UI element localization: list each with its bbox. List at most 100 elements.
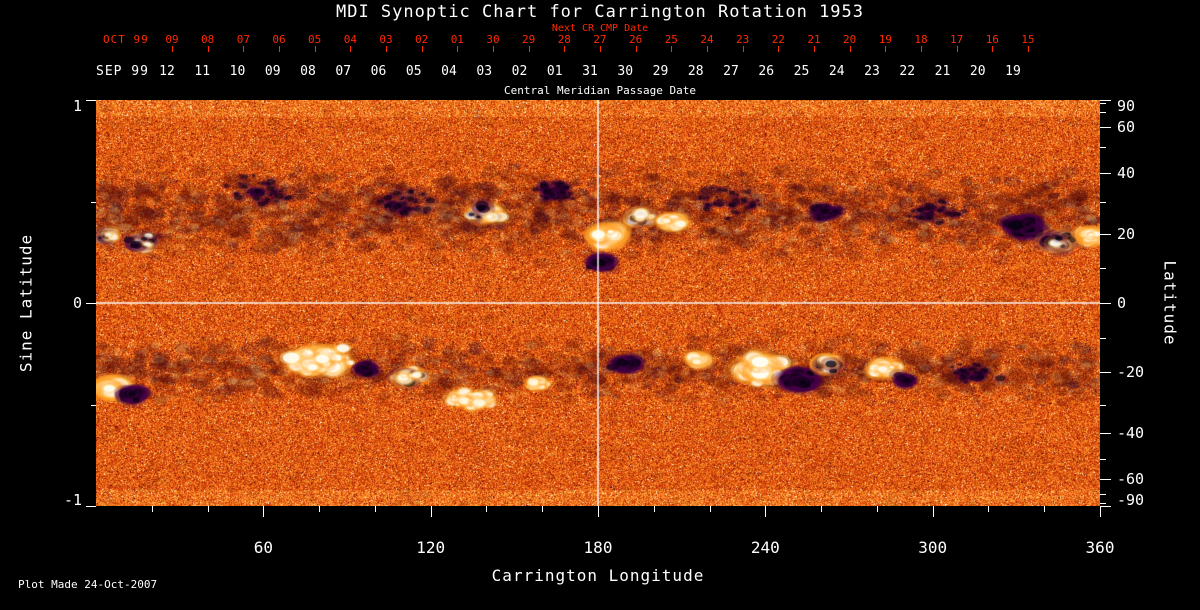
next-cr-day-label: 22 [772, 33, 785, 46]
bottom-axis-tick [486, 506, 487, 512]
bottom-axis-tick [654, 506, 655, 512]
bottom-axis-tick [710, 506, 711, 512]
next-cr-day-tick [493, 46, 494, 52]
next-cr-day-label: 30 [486, 33, 499, 46]
bottom-axis-tick [598, 506, 599, 517]
chart-title: MDI Synoptic Chart for Carrington Rotati… [336, 2, 864, 22]
left-axis-tick [86, 100, 96, 101]
right-axis-tick [1100, 100, 1111, 101]
latitude-tick-label: -60 [1117, 470, 1144, 488]
longitude-tick-label: 360 [1086, 538, 1115, 557]
next-cr-day-tick [778, 46, 779, 52]
next-cr-day-label: 17 [950, 33, 963, 46]
next-cr-day-label: 08 [201, 33, 214, 46]
longitude-tick-label: 120 [416, 538, 445, 557]
next-cr-day-tick [600, 46, 601, 52]
next-cr-day-label: 25 [665, 33, 678, 46]
cmp-day-label: 01 [547, 64, 563, 79]
next-cr-day-tick [279, 46, 280, 52]
next-cr-day-tick [743, 46, 744, 52]
next-cr-day-label: 20 [843, 33, 856, 46]
next-cr-day-tick [957, 46, 958, 52]
next-cr-day-tick [172, 46, 173, 52]
left-axis-tick [86, 303, 96, 304]
sine-latitude-tick-label: -1 [54, 491, 82, 509]
next-cr-day-label: 28 [558, 33, 571, 46]
right-axis-tick [1100, 494, 1106, 495]
right-axis-tick [1100, 268, 1106, 269]
magnetogram-heatmap [96, 100, 1100, 506]
bottom-axis-tick [765, 506, 766, 517]
right-axis-tick [1100, 405, 1106, 406]
cmp-day-label: 05 [406, 64, 422, 79]
latitude-tick-label: 20 [1117, 225, 1135, 243]
cmp-day-label: 28 [688, 64, 704, 79]
next-cr-day-tick [636, 46, 637, 52]
bottom-axis-tick [877, 506, 878, 512]
cmp-day-label: 10 [230, 64, 246, 79]
next-cr-day-tick [671, 46, 672, 52]
left-axis-tick [91, 405, 96, 406]
next-cr-day-tick [315, 46, 316, 52]
cmp-day-label: 30 [617, 64, 633, 79]
cmp-day-label: 27 [723, 64, 739, 79]
bottom-axis-tick [542, 506, 543, 512]
cmp-day-label: 06 [371, 64, 387, 79]
cmp-day-label: 24 [829, 64, 845, 79]
bottom-axis-tick [375, 506, 376, 512]
next-cr-day-tick [350, 46, 351, 52]
right-axis-tick [1100, 338, 1106, 339]
right-axis-tick [1100, 372, 1111, 373]
cmp-day-label: 23 [864, 64, 880, 79]
cmp-day-label: 04 [441, 64, 457, 79]
next-cr-day-label: 16 [986, 33, 999, 46]
latitude-tick-label: -20 [1117, 363, 1144, 381]
right-axis-tick [1100, 103, 1106, 104]
next-cr-day-label: 02 [415, 33, 428, 46]
next-cr-day-label: 05 [308, 33, 321, 46]
bottom-axis-tick [208, 506, 209, 512]
next-cr-day-tick [243, 46, 244, 52]
right-axis-tick [1100, 202, 1106, 203]
right-axis-title: Latitude [1161, 260, 1180, 345]
longitude-tick-label: 60 [254, 538, 273, 557]
next-cr-day-label: 29 [522, 33, 535, 46]
latitude-tick-label: 90 [1117, 97, 1135, 115]
left-axis-tick [91, 202, 96, 203]
next-cr-day-label: 09 [165, 33, 178, 46]
next-cr-day-label: 27 [593, 33, 606, 46]
cmp-day-label: 08 [300, 64, 316, 79]
cmp-day-label: 22 [899, 64, 915, 79]
next-cr-day-label: 01 [451, 33, 464, 46]
next-cr-day-label: 24 [700, 33, 713, 46]
bottom-axis-tick [988, 506, 989, 512]
next-cr-day-label: 19 [879, 33, 892, 46]
sine-latitude-tick-label: 1 [54, 97, 82, 115]
next-cr-day-label: 06 [272, 33, 285, 46]
next-cr-day-tick [422, 46, 423, 52]
cmp-day-label: 20 [970, 64, 986, 79]
cmp-day-label: 21 [935, 64, 951, 79]
next-cr-day-label: 18 [914, 33, 927, 46]
left-axis-tick [86, 506, 96, 507]
next-cr-day-label: 15 [1021, 33, 1034, 46]
cmp-day-label: 26 [758, 64, 774, 79]
next-cr-day-label: 04 [344, 33, 357, 46]
bottom-axis-tick [1100, 506, 1101, 517]
next-cr-day-label: 26 [629, 33, 642, 46]
right-axis-tick [1100, 459, 1106, 460]
next-cr-day-tick [529, 46, 530, 52]
cmp-day-label: 09 [265, 64, 281, 79]
next-cr-day-tick [386, 46, 387, 52]
next-cr-day-tick [457, 46, 458, 52]
bottom-axis-tick [152, 506, 153, 512]
right-axis-tick [1100, 506, 1111, 507]
right-axis-tick [1100, 112, 1106, 113]
right-axis-tick [1100, 147, 1106, 148]
right-axis-tick [1100, 433, 1111, 434]
cmp-day-label: 02 [512, 64, 528, 79]
bottom-axis-tick [1044, 506, 1045, 512]
right-axis-tick [1100, 503, 1106, 504]
cmp-day-label: 31 [582, 64, 598, 79]
next-cr-day-tick [921, 46, 922, 52]
